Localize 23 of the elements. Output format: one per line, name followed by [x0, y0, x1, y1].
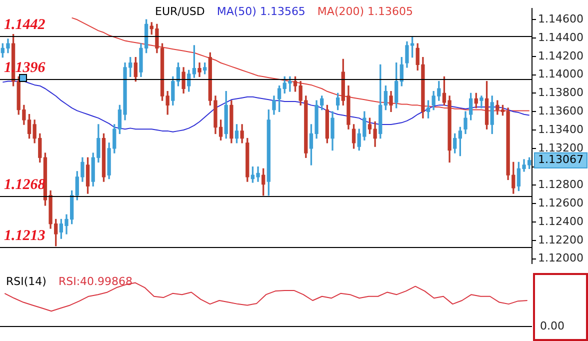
text: MA(50) 1.13565	[216, 4, 306, 18]
y-tick-label: 1.13600	[538, 104, 584, 118]
y-tick-label: 1.13200	[538, 141, 584, 154]
y-tick-label: 1.14400	[538, 30, 584, 44]
y-tick-label: 1.12000	[538, 252, 584, 265]
y-tick-label: 1.12600	[538, 196, 584, 210]
y-tick-label: 1.12800	[538, 178, 584, 192]
y-tick-label: 1.12400	[538, 214, 584, 228]
chart-title: EUR/USD	[155, 4, 205, 18]
y-tick-label: 1.13800	[538, 86, 584, 100]
text: MA(200) 1.13605	[317, 4, 414, 18]
y-tick-label: 1.12200	[538, 233, 584, 246]
ref-line-label: 0.00	[540, 319, 564, 332]
ref-line-label: 1.1213	[4, 228, 46, 244]
annotation: RSI:40.99868	[58, 274, 133, 288]
y-tick-label: 1.14200	[538, 49, 584, 62]
ref-line-label: 1.1442	[4, 16, 46, 33]
y-tick-label: 1.14600	[538, 12, 584, 26]
y-tick-label: 1.13400	[538, 122, 584, 136]
chart-title: RSI(14)	[6, 274, 46, 288]
y-tick-label: 1.14000	[538, 68, 584, 81]
candlestick	[480, 96, 484, 108]
text: 1.13067	[538, 153, 584, 166]
